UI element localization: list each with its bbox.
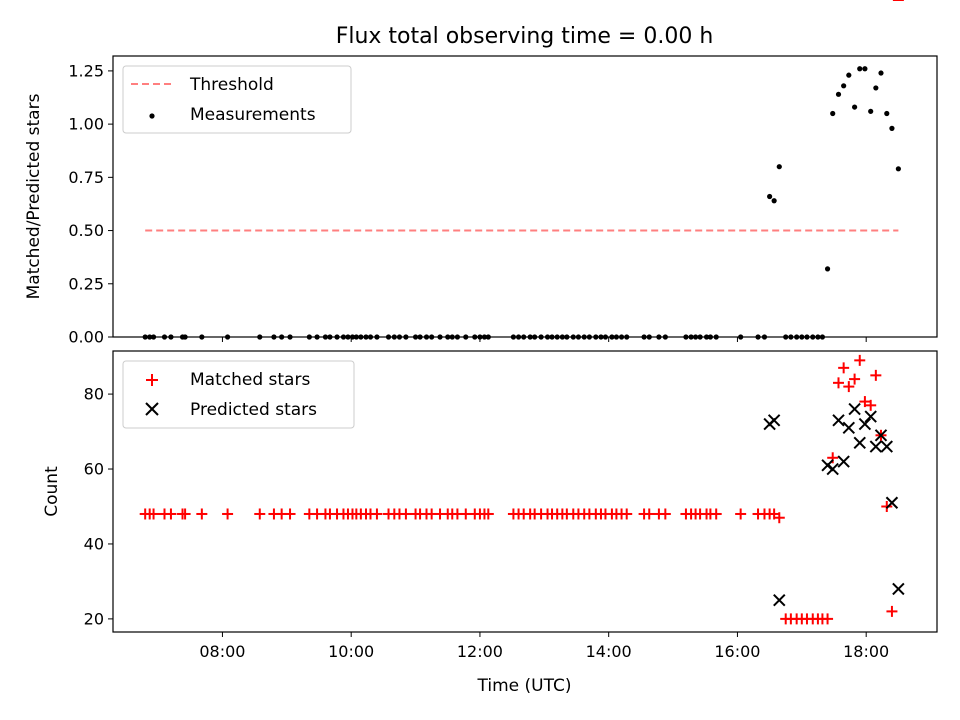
matched-stars-point: [773, 512, 785, 524]
matched-stars-point: [659, 508, 671, 520]
predicted-stars-point: [892, 582, 905, 596]
x-tick-label: 10:00: [328, 642, 374, 661]
predicted-stars-point: [853, 436, 866, 450]
measurements-point: [884, 110, 890, 117]
matched-stars-point: [838, 362, 850, 374]
matched-stars-point: [284, 508, 296, 520]
predicted-stars-point: [773, 593, 786, 607]
measurements-point: [824, 266, 831, 272]
measurements-point: [830, 110, 836, 117]
bottom-y-axis-label: Count: [42, 466, 62, 517]
measurements-point: [873, 85, 879, 91]
legend-threshold-label: Threshold: [189, 75, 274, 95]
top-legend: Threshold Measurements: [122, 65, 352, 134]
matched-stars-point: [179, 508, 191, 520]
matched-stars-point: [254, 508, 266, 520]
measurements-point: [889, 125, 895, 131]
measurements-point: [878, 70, 884, 76]
matched-stars-point: [643, 508, 655, 520]
measurements-point: [771, 198, 777, 204]
matched-stars-point: [859, 396, 871, 408]
top-y-tick-label: 0.25: [68, 274, 104, 293]
predicted-stars-point: [837, 455, 850, 468]
top-y-axis-label: Matched/Predicted stars: [24, 93, 44, 299]
matched-stars-point: [165, 508, 177, 520]
top-y-tick-label: 0.75: [68, 168, 104, 187]
matched-stars-point: [400, 508, 412, 520]
x-axis-label: Time (UTC): [477, 676, 572, 696]
matched-stars-point: [735, 508, 747, 520]
matched-stars-point: [621, 508, 633, 520]
measurements-point: [868, 108, 874, 114]
bottom-y-tick-label: 80: [84, 385, 104, 404]
matched-stars-point: [865, 399, 877, 411]
matched-stars-point: [196, 508, 208, 520]
legend-measurements-swatch: [149, 113, 155, 119]
measurements-point: [852, 104, 858, 110]
predicted-stars-point: [885, 496, 899, 509]
top-panel-frame: [112, 55, 938, 338]
top-y-tick-label: 0.00: [68, 328, 104, 347]
predicted-stars-point: [864, 410, 877, 423]
legend-matched-swatch: [146, 374, 158, 386]
legend-measurements-label: Measurements: [190, 105, 316, 125]
x-tick-label: 18:00: [843, 642, 889, 661]
legend-matched-label: Matched stars: [190, 370, 310, 390]
measurements-point: [857, 66, 863, 72]
measurements-point: [895, 166, 901, 172]
measurements-point: [767, 193, 773, 200]
matched-stars-point: [710, 508, 722, 520]
matched-stars-point: [371, 508, 383, 520]
measurements-point: [862, 66, 868, 72]
predicted-stars-point: [767, 414, 781, 427]
measurements-point: [835, 91, 842, 97]
matched-stars-point: [870, 369, 882, 381]
x-tick-label: 14:00: [586, 642, 632, 661]
matched-stars-point: [482, 508, 494, 520]
chart-title: Flux total observing time = 0.00 h: [336, 24, 714, 49]
predicted-stars-point: [858, 417, 872, 431]
measurements-point: [776, 164, 782, 170]
matched-stars-point: [148, 508, 160, 520]
matched-stars-point: [222, 508, 234, 520]
x-tick-label: 08:00: [199, 642, 245, 661]
matched-stars-point: [886, 605, 898, 617]
predicted-stars-point: [869, 440, 883, 453]
bottom-y-tick-label: 60: [84, 460, 104, 479]
predicted-stars-point: [842, 421, 856, 435]
predicted-stars-point: [826, 462, 839, 476]
measurements-point: [846, 72, 852, 78]
x-tick-label: 16:00: [714, 642, 760, 661]
matched-stars-point: [854, 354, 866, 366]
top-panel: 0.00 0.25 0.50 0.75 1.00 1.25 Matched/Predict…: [24, 55, 938, 347]
predicted-stars-point: [832, 414, 845, 427]
bottom-y-tick-label: 20: [84, 609, 104, 628]
measurements-point: [841, 83, 847, 89]
matched-stars-point: [833, 377, 845, 389]
bottom-panel-frame: [112, 350, 938, 633]
legend-predicted-swatch: [145, 402, 159, 416]
predicted-stars-point: [874, 429, 888, 442]
top-y-tick-label: 1.25: [68, 61, 104, 80]
predicted-stars-point: [880, 440, 893, 453]
bottom-y-tick-label: 40: [84, 534, 104, 553]
top-y-tick-label: 1.00: [68, 115, 104, 134]
matched-stars-point: [843, 381, 855, 393]
matched-stars-point: [822, 613, 834, 625]
bottom-legend: Matched stars Predicted stars: [122, 360, 355, 429]
x-tick-label: 12:00: [457, 642, 503, 661]
matched-stars-point: [849, 373, 861, 385]
top-y-tick-label: 0.50: [68, 221, 104, 240]
legend-predicted-label: Predicted stars: [190, 400, 317, 420]
predicted-stars-point: [848, 402, 861, 416]
